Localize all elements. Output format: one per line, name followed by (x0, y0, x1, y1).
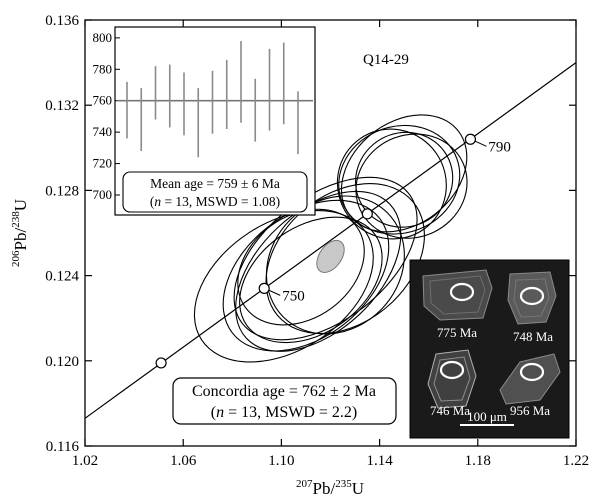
mean-age-inset: 700 720 740 760 780 800 Mean age = 759 ± 6 Ma… (93, 26, 316, 216)
analysis-spot-3 (439, 360, 465, 380)
mean-age-n: n (154, 194, 161, 209)
mean-age-text: Mean age = 759 ± 6 Ma (150, 176, 280, 191)
y-tick-label: 0.136 (45, 13, 79, 29)
analysis-spot-2 (519, 286, 545, 306)
data-ellipse (355, 131, 454, 228)
inset-tick-label: 720 (93, 156, 113, 171)
x-axis-ticks: 1.02 1.06 1.10 1.14 1.18 1.22 (72, 20, 589, 469)
y-label-base2: U (11, 199, 30, 211)
x-tick-label: 1.10 (268, 453, 294, 469)
concordia-age-ellipse (316, 239, 345, 273)
analysis-spot-1 (449, 282, 475, 302)
age-marker-label: 790 (488, 139, 511, 155)
x-label-base1: Pb/ (313, 479, 336, 498)
age-marker (258, 282, 270, 294)
inset-tick-label: 700 (93, 187, 113, 202)
age-marker (361, 208, 373, 220)
x-tick-label: 1.02 (72, 453, 98, 469)
y-tick-label: 0.116 (46, 439, 80, 455)
plot-frame (84, 19, 577, 447)
x-label-sup1: 207 (296, 478, 313, 490)
y-tick-label: 0.120 (45, 354, 79, 370)
y-axis-label: 206Pb/238U (10, 199, 30, 267)
y-label-sup1: 206 (10, 250, 22, 267)
cl-image-inset: 775 Ma 748 Ma 746 Ma 956 Ma 100 μm (409, 259, 570, 439)
mean-age-box-frame (122, 171, 308, 213)
data-ellipse (355, 133, 468, 239)
y-tick-label: 0.124 (45, 269, 79, 285)
data-ellipse (340, 114, 468, 233)
inset-error-bars (126, 41, 299, 158)
grain-age-4: 956 Ma (510, 403, 550, 418)
scale-bar-label: 100 μm (467, 409, 507, 424)
x-tick-label: 1.06 (170, 453, 197, 469)
x-tick-label: 1.18 (465, 453, 491, 469)
concordia-curve (85, 62, 576, 419)
grain-age-3: 746 Ma (430, 403, 470, 418)
data-ellipse (239, 216, 383, 344)
age-marker-label: 750 (282, 288, 305, 304)
concordia-age-markers: 750 790 (155, 133, 511, 369)
data-ellipse (235, 190, 402, 352)
mean-age-stats-rest: = 13, MSWD = 1.08) (161, 194, 280, 209)
error-ellipses (193, 114, 468, 363)
sample-label: Q14-29 (363, 52, 409, 68)
zircon-grain-2-zoning (513, 278, 550, 318)
data-ellipse (265, 195, 405, 335)
inset-y-axis-ticks: 700 720 740 760 780 800 (93, 30, 120, 202)
x-tick-label: 1.22 (563, 453, 589, 469)
x-axis-label: 207Pb/235U (296, 478, 364, 498)
age-marker (155, 357, 167, 369)
x-tick-label: 1.14 (366, 453, 393, 469)
y-axis-ticks: 0.116 0.120 0.124 0.128 0.132 0.136 (45, 13, 576, 455)
inset-tick-label: 800 (93, 30, 113, 45)
mean-age-stats: (n = 13, MSWD = 1.08) (150, 194, 280, 209)
concordia-age-n: n (216, 404, 224, 421)
concordia-age-stats-rest: = 13, MSWD = 2.2) (224, 404, 357, 421)
x-label-base2: U (352, 479, 364, 498)
data-ellipse (237, 208, 365, 326)
concordia-age-text: Concordia age = 762 ± 2 Ma (192, 383, 376, 400)
y-tick-label: 0.132 (45, 98, 79, 114)
concordia-age-stats: (n = 13, MSWD = 2.2) (211, 404, 357, 421)
inset-tick-label: 760 (93, 93, 113, 108)
age-marker (464, 133, 477, 145)
inset-tick-label: 740 (93, 124, 113, 139)
grain-age-2: 748 Ma (513, 329, 553, 344)
age-marker-leader (475, 140, 487, 147)
concordia-age-box: Concordia age = 762 ± 2 Ma (n = 13, MSWD… (172, 377, 397, 425)
zircon-grain-2 (507, 271, 557, 325)
age-marker-leader (269, 289, 281, 296)
zircon-grain-1 (422, 269, 493, 321)
y-label-base1: Pb/ (11, 228, 30, 251)
y-tick-label: 0.128 (45, 183, 79, 199)
y-label-sup2: 238 (10, 211, 22, 228)
analysis-spot-4 (519, 362, 545, 382)
data-ellipse (336, 128, 447, 240)
zircon-grain-1-zoning (429, 275, 486, 315)
x-label-sup2: 235 (335, 478, 352, 490)
zircon-grain-3-zoning (433, 356, 471, 402)
grain-age-1: 775 Ma (437, 325, 477, 340)
inset-tick-label: 780 (93, 61, 113, 76)
concordia-age-box-frame (172, 377, 397, 425)
